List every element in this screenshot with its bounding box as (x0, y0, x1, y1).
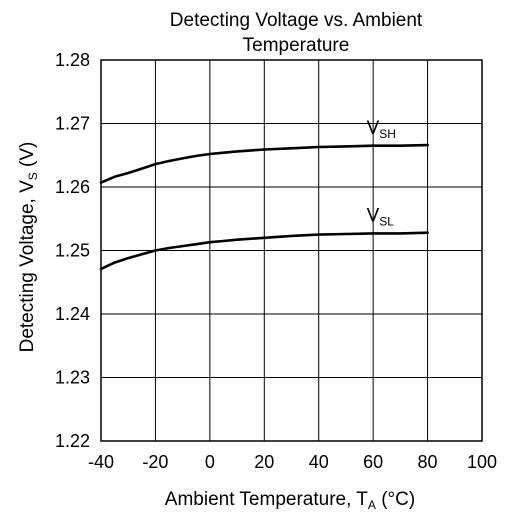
x-axis-label: Ambient Temperature, TA (°C) (165, 489, 415, 512)
y-tick-label-3: 1.25 (55, 241, 90, 261)
x-tick-label-2: 0 (205, 452, 215, 472)
series-label-sh: VSH (367, 118, 396, 141)
x-tick-label-1: -20 (142, 452, 168, 472)
y-axis-label: Detecting Voltage, VS (V) (17, 142, 40, 353)
series-line-sh (99, 143, 429, 184)
series-lines (99, 143, 429, 271)
x-tick-label-0: -40 (88, 452, 114, 472)
chart-title-line-2: Temperature (243, 35, 350, 56)
x-tick-label-3: 20 (254, 452, 274, 472)
y-tick-label-4: 1.26 (55, 177, 90, 197)
series-labels: VSH VSL (367, 118, 396, 229)
x-tick-label-6: 80 (418, 452, 438, 472)
tick-labels: -40 -20 0 20 40 60 80 100 1.22 1.23 1.24 1.25 1.26 1.… (55, 50, 497, 472)
series-line-sl (99, 231, 429, 271)
chart-title-line-1: Detecting Voltage vs. Ambient (170, 10, 423, 31)
grid (100, 59, 483, 442)
y-tick-label-5: 1.27 (55, 114, 90, 134)
y-tick-label-1: 1.23 (55, 368, 90, 388)
plot-border (100, 59, 483, 442)
x-tick-label-7: 100 (467, 452, 497, 472)
y-tick-label-6: 1.28 (55, 50, 90, 70)
series-label-sl: VSL (367, 206, 395, 229)
x-tick-label-4: 40 (309, 452, 329, 472)
plot-frame (100, 59, 483, 442)
x-tick-label-5: 60 (363, 452, 383, 472)
y-tick-label-0: 1.22 (55, 431, 90, 451)
y-tick-label-2: 1.24 (55, 304, 90, 324)
chart-title: Detecting Voltage vs. Ambient Temperatur… (170, 10, 423, 56)
